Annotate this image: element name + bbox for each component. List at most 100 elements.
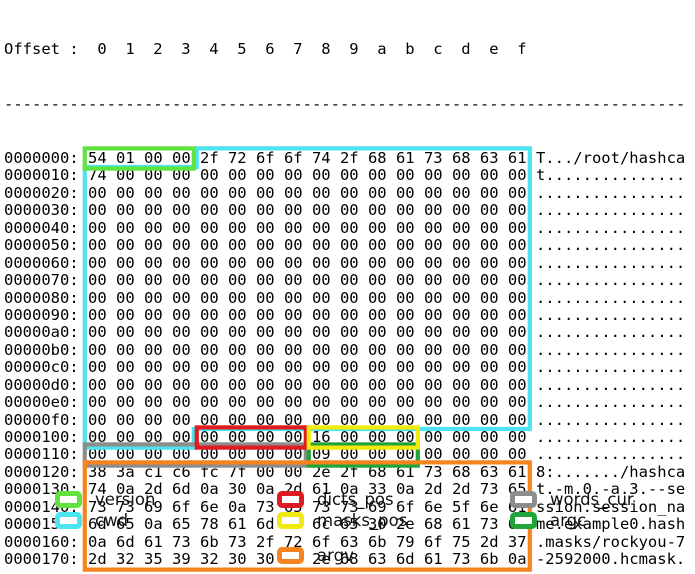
legend-label: words_cur: [550, 489, 634, 509]
row-offset: 0000070:: [4, 271, 79, 290]
row-offset: 00000c0:: [4, 358, 79, 377]
legend-label: cwd: [95, 510, 129, 530]
row-ascii: ................: [535, 323, 686, 342]
hex-row: 0000080: 00 00 00 00 00 00 00 00 00 00 0…: [4, 288, 695, 307]
row-offset: 0000040:: [4, 218, 79, 237]
row-bytes: 00 00 00 00 00 00 00 00 00 00 00 00 00 0…: [88, 253, 527, 272]
row-offset: 0000100:: [4, 428, 79, 446]
row-offset: 0000080:: [4, 288, 79, 307]
row-bytes: 74 00 00 00 00 00 00 00 00 00 00 00 00 0…: [88, 166, 527, 185]
hex-row: 00000f0: 00 00 00 00 00 00 00 00 00 00 0…: [4, 410, 695, 429]
separator-line: ----------------------------------------…: [4, 95, 686, 113]
row-offset: 0000020:: [4, 183, 79, 202]
row-offset: 00000a0:: [4, 323, 79, 342]
row-bytes: 00 00 00 00 00 00 00 00 09 00 00 00 00 0…: [88, 445, 527, 464]
row-bytes: 00 00 00 00 00 00 00 00 00 00 00 00 00 0…: [88, 183, 527, 202]
row-ascii: -2592000.hcmask.: [535, 550, 686, 569]
legend-swatch-words_cur: [510, 490, 537, 508]
legend-swatch-argv: [277, 546, 304, 564]
hex-row: 0000040: 00 00 00 00 00 00 00 00 00 00 0…: [4, 218, 695, 237]
row-bytes: 00 00 00 00 00 00 00 00 16 00 00 00 00 0…: [88, 428, 527, 446]
row-bytes: 00 00 00 00 00 00 00 00 00 00 00 00 00 0…: [88, 271, 527, 290]
row-bytes: 00 00 00 00 00 00 00 00 00 00 00 00 00 0…: [88, 323, 527, 342]
hex-row: 0000090: 00 00 00 00 00 00 00 00 00 00 0…: [4, 305, 695, 324]
row-ascii: ................: [535, 305, 686, 324]
hex-row: 00000c0: 00 00 00 00 00 00 00 00 00 00 0…: [4, 359, 695, 376]
legend-item-masks_pos: masks_pos: [277, 510, 407, 530]
row-ascii: ssion.session_na: [535, 497, 686, 516]
hex-row: 0000050: 00 00 00 00 00 00 00 00 00 00 0…: [4, 236, 695, 255]
legend-item-argv: argv: [277, 545, 354, 565]
legend-item-argc: argc: [510, 510, 586, 530]
row-bytes: 00 00 00 00 00 00 00 00 00 00 00 00 00 0…: [88, 218, 527, 237]
legend-swatch-cwd: [55, 511, 82, 529]
row-bytes: 00 00 00 00 00 00 00 00 00 00 00 00 00 0…: [88, 340, 527, 359]
row-ascii: ................: [535, 393, 686, 412]
row-ascii: me.example0.hash: [535, 515, 686, 534]
row-bytes: 38 3a c1 c6 fc 7f 00 00 2e 2f 68 61 73 6…: [88, 462, 527, 481]
row-ascii: ................: [535, 428, 686, 446]
row-ascii: ................: [535, 271, 686, 290]
legend-swatch-argc: [510, 511, 537, 529]
legend-label: masks_pos: [317, 510, 408, 530]
hex-row: 0000100: 00 00 00 00 00 00 00 00 16 00 0…: [4, 428, 695, 446]
row-offset: 00000b0:: [4, 340, 79, 359]
row-offset: 0000030:: [4, 201, 79, 220]
row-offset: 0000050:: [4, 236, 79, 255]
row-ascii: ................: [535, 375, 686, 394]
legend-swatch-version: [55, 490, 82, 508]
hex-row: 00000e0: 00 00 00 00 00 00 00 00 00 00 0…: [4, 393, 695, 412]
row-ascii: ................: [535, 253, 686, 272]
row-ascii: t...............: [535, 166, 686, 185]
row-offset: 0000160:: [4, 532, 79, 551]
row-offset: 00000f0:: [4, 410, 79, 429]
row-offset: 00000e0:: [4, 393, 79, 412]
row-offset: 0000090:: [4, 305, 79, 324]
row-bytes: 00 00 00 00 00 00 00 00 00 00 00 00 00 0…: [88, 201, 527, 220]
legend-item-cwd: cwd: [55, 510, 128, 530]
legend-label: argv: [317, 545, 354, 565]
row-ascii: ................: [535, 410, 686, 429]
row-ascii: ................: [535, 445, 686, 464]
row-bytes: 54 01 00 00 2f 72 6f 6f 74 2f 68 61 73 6…: [88, 149, 527, 167]
row-bytes: 00 00 00 00 00 00 00 00 00 00 00 00 00 0…: [88, 236, 527, 255]
legend-item-version: version: [55, 489, 155, 509]
legend-label: version: [95, 489, 156, 509]
hex-row: 0000000: 54 01 00 00 2f 72 6f 6f 74 2f 6…: [4, 149, 695, 167]
row-ascii: 8:......./hashca: [535, 462, 686, 481]
row-ascii: ................: [535, 340, 686, 359]
row-offset: 0000010:: [4, 166, 79, 185]
hex-row: 0000070: 00 00 00 00 00 00 00 00 00 00 0…: [4, 271, 695, 290]
hex-row: 0000120: 38 3a c1 c6 fc 7f 00 00 2e 2f 6…: [4, 462, 695, 481]
legend-label: argc: [550, 510, 587, 530]
row-bytes: 00 00 00 00 00 00 00 00 00 00 00 00 00 0…: [88, 288, 527, 307]
legend-swatch-dicts_pos: [277, 490, 304, 508]
row-offset: 0000110:: [4, 445, 79, 464]
legend-item-dicts_pos: dicts_pos: [277, 489, 394, 509]
hex-row: 0000060: 00 00 00 00 00 00 00 00 00 00 0…: [4, 253, 695, 272]
row-ascii: ................: [535, 183, 686, 202]
row-offset: 0000170:: [4, 550, 79, 569]
row-ascii: t.-m.0.-a.3.--se: [535, 480, 686, 499]
row-offset: 0000120:: [4, 462, 79, 481]
hex-row: 0000110: 00 00 00 00 00 00 00 00 09 00 0…: [4, 446, 695, 463]
row-ascii: .masks/rockyou-7: [535, 532, 686, 551]
legend-item-words_cur: words_cur: [510, 489, 634, 509]
offset-header: Offset : 0 1 2 3 4 5 6 7 8 9 a b c d e f: [4, 40, 536, 58]
hex-row: 0000020: 00 00 00 00 00 00 00 00 00 00 0…: [4, 183, 695, 202]
legend-swatch-masks_pos: [277, 511, 304, 529]
row-ascii: ................: [535, 218, 686, 237]
row-ascii: ................: [535, 236, 686, 255]
row-bytes: 00 00 00 00 00 00 00 00 00 00 00 00 00 0…: [88, 358, 527, 377]
row-ascii: ................: [535, 288, 686, 307]
row-offset: 0000000:: [4, 149, 79, 167]
row-bytes: 00 00 00 00 00 00 00 00 00 00 00 00 00 0…: [88, 393, 527, 412]
row-ascii: ................: [535, 358, 686, 377]
row-bytes: 00 00 00 00 00 00 00 00 00 00 00 00 00 0…: [88, 375, 527, 394]
row-ascii: T.../root/hashca: [535, 149, 686, 167]
row-offset: 00000d0:: [4, 375, 79, 394]
row-bytes: 00 00 00 00 00 00 00 00 00 00 00 00 00 0…: [88, 410, 527, 429]
row-offset: 0000060:: [4, 253, 79, 272]
